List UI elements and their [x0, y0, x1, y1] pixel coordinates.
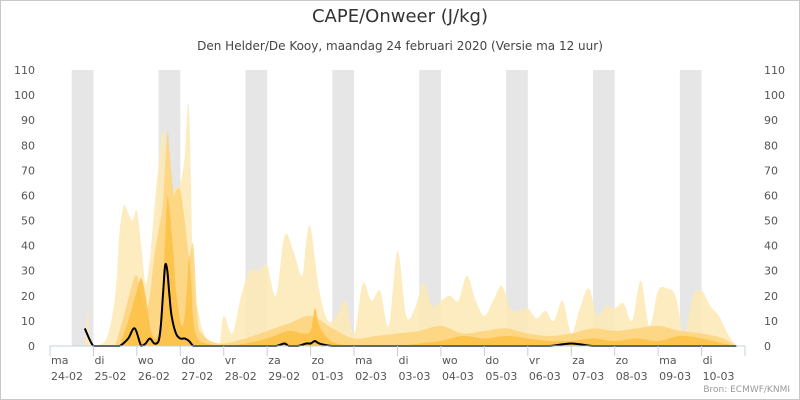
day-shade-14	[679, 70, 702, 346]
day-shade-12	[592, 70, 615, 346]
chart-title: CAPE/Onweer (J/kg)	[311, 6, 488, 27]
day-shade-6	[332, 70, 355, 346]
day-shade-8	[419, 70, 441, 346]
axes	[49, 345, 746, 356]
x-day-label-5: za	[268, 354, 281, 367]
y-tick-right-60: 60	[764, 189, 778, 202]
x-date-label-7: 02-03	[355, 370, 387, 383]
y-axis-left: 0 10 20 30 40 50 60 70 80 90 100 110	[14, 64, 35, 353]
x-date-label-11: 06-03	[529, 370, 561, 383]
x-day-label-7: ma	[355, 354, 372, 367]
day-shade-0	[71, 70, 94, 346]
y-tick-right-80: 80	[764, 139, 778, 152]
y-tick-left-70: 70	[21, 164, 35, 177]
x-day-label-15: di	[703, 354, 713, 367]
x-date-label-8: 03-03	[399, 370, 431, 383]
y-tick-right-110: 110	[764, 64, 785, 77]
x-day-label-13: zo	[616, 354, 629, 367]
x-date-label-13: 08-03	[616, 370, 648, 383]
x-date-label-0: 24-02	[51, 370, 83, 383]
x-date-label-4: 28-02	[225, 370, 257, 383]
x-date-label-15: 10-03	[703, 370, 735, 383]
y-tick-left-110: 110	[14, 64, 35, 77]
source-credit: Bron: ECMWF/KNMI	[703, 385, 790, 395]
y-tick-right-10: 10	[764, 315, 778, 328]
band-1-area	[84, 103, 737, 346]
x-date-label-10: 05-03	[485, 370, 517, 383]
band-3-area	[119, 196, 737, 346]
x-day-label-9: wo	[442, 354, 458, 367]
y-tick-right-40: 40	[764, 240, 778, 253]
x-date-label-14: 09-03	[659, 370, 691, 383]
x-day-label-1: di	[94, 354, 104, 367]
x-date-label-5: 29-02	[268, 370, 300, 383]
y-tick-left-40: 40	[21, 240, 35, 253]
y-tick-right-20: 20	[764, 290, 778, 303]
x-date-label-9: 04-03	[442, 370, 474, 383]
x-day-label-3: do	[181, 354, 195, 367]
y-tick-right-100: 100	[764, 89, 785, 102]
x-day-label-6: zo	[312, 354, 325, 367]
chart-subtitle: Den Helder/De Kooy, maandag 24 februari …	[197, 39, 603, 53]
y-tick-left-10: 10	[21, 315, 35, 328]
y-tick-left-0: 0	[28, 340, 35, 353]
y-axis-right: 0 10 20 30 40 50 60 70 80 90 100 110	[764, 64, 785, 353]
y-tick-right-0: 0	[764, 340, 771, 353]
y-tick-right-30: 30	[764, 265, 778, 278]
y-tick-left-30: 30	[21, 265, 35, 278]
y-tick-left-20: 20	[21, 290, 35, 303]
x-date-label-3: 27-02	[181, 370, 213, 383]
y-tick-left-80: 80	[21, 139, 35, 152]
x-date-label-2: 26-02	[138, 370, 170, 383]
x-day-label-11: vr	[529, 354, 541, 367]
day-shade-10	[506, 70, 528, 346]
x-date-label-6: 01-03	[312, 370, 344, 383]
y-tick-right-90: 90	[764, 114, 778, 127]
y-tick-left-100: 100	[14, 89, 35, 102]
y-tick-left-50: 50	[21, 215, 35, 228]
probability-bands	[84, 103, 737, 346]
x-day-label-4: vr	[225, 354, 237, 367]
x-day-label-12: za	[572, 354, 585, 367]
y-tick-right-70: 70	[764, 164, 778, 177]
y-tick-right-50: 50	[764, 215, 778, 228]
x-day-label-8: di	[399, 354, 409, 367]
y-tick-left-60: 60	[21, 189, 35, 202]
x-day-label-0: ma	[51, 354, 68, 367]
x-date-label-12: 07-03	[572, 370, 604, 383]
x-day-label-10: do	[485, 354, 499, 367]
x-axis: ma 24-02 di 25-02 wo 26-02 do 27-02 vr 28-02 za 29-…	[51, 354, 735, 383]
x-date-label-1: 25-02	[94, 370, 126, 383]
x-day-label-2: wo	[138, 354, 154, 367]
x-day-label-14: ma	[659, 354, 676, 367]
y-tick-left-90: 90	[21, 114, 35, 127]
